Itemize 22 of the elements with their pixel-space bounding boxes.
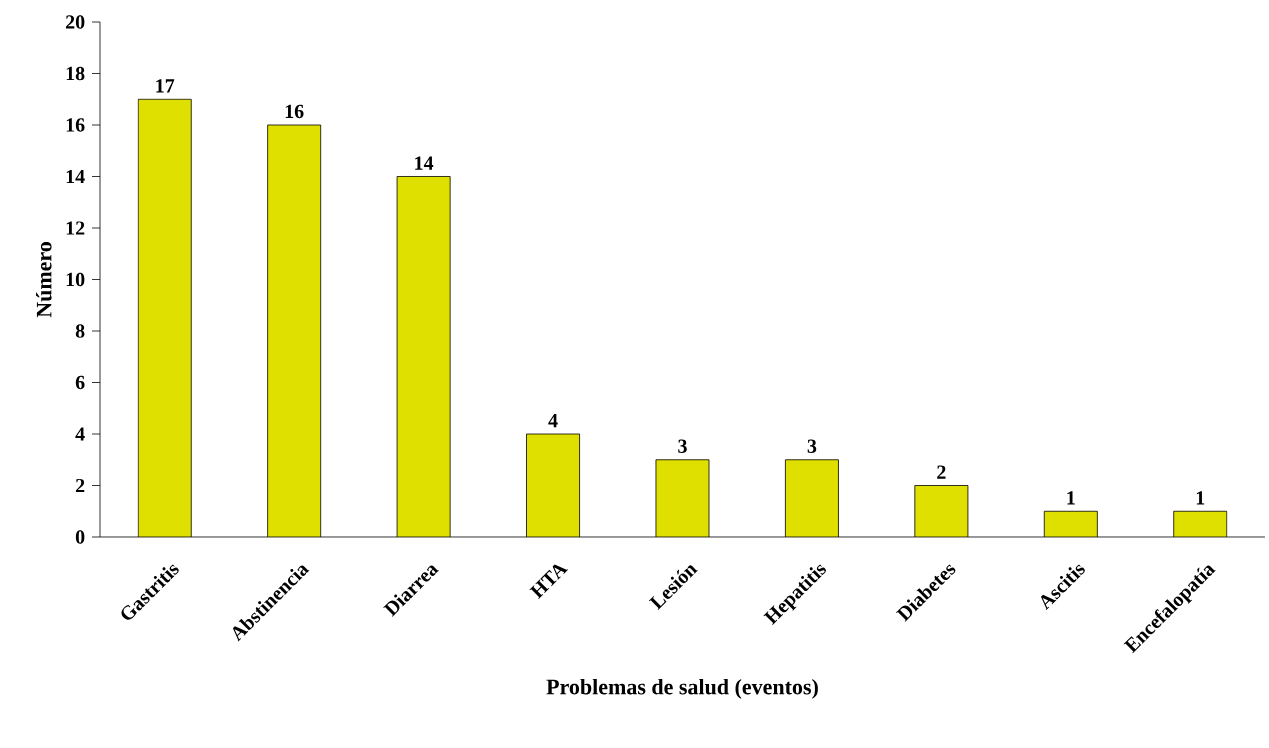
y-tick-label: 4: [75, 427, 85, 441]
data-label: 1: [1196, 491, 1205, 505]
y-tick-label: 2: [75, 478, 85, 493]
y-axis-title: Número: [36, 242, 52, 318]
y-tick-label: 10: [66, 272, 85, 287]
data-label: 2: [937, 465, 946, 479]
y-tick-label: 16: [66, 118, 85, 132]
y-tick-label: 6: [75, 375, 85, 390]
data-label: 3: [678, 439, 687, 453]
y-tick-label: 14: [66, 169, 85, 184]
y-tick-label: 8: [75, 324, 85, 338]
data-label: 4: [548, 413, 558, 428]
y-tick-label: 20: [65, 15, 85, 29]
data-label: 3: [807, 439, 817, 453]
y-tick-label: 0: [75, 530, 85, 544]
x-axis-title: Problemas de salud (eventos): [546, 678, 818, 699]
y-tick-label: 18: [66, 66, 85, 81]
data-label: 1: [1067, 491, 1075, 505]
data-label: 17: [156, 79, 175, 93]
data-label: 16: [285, 104, 304, 119]
y-tick-label: 12: [66, 221, 85, 235]
data-label: 14: [415, 156, 434, 170]
